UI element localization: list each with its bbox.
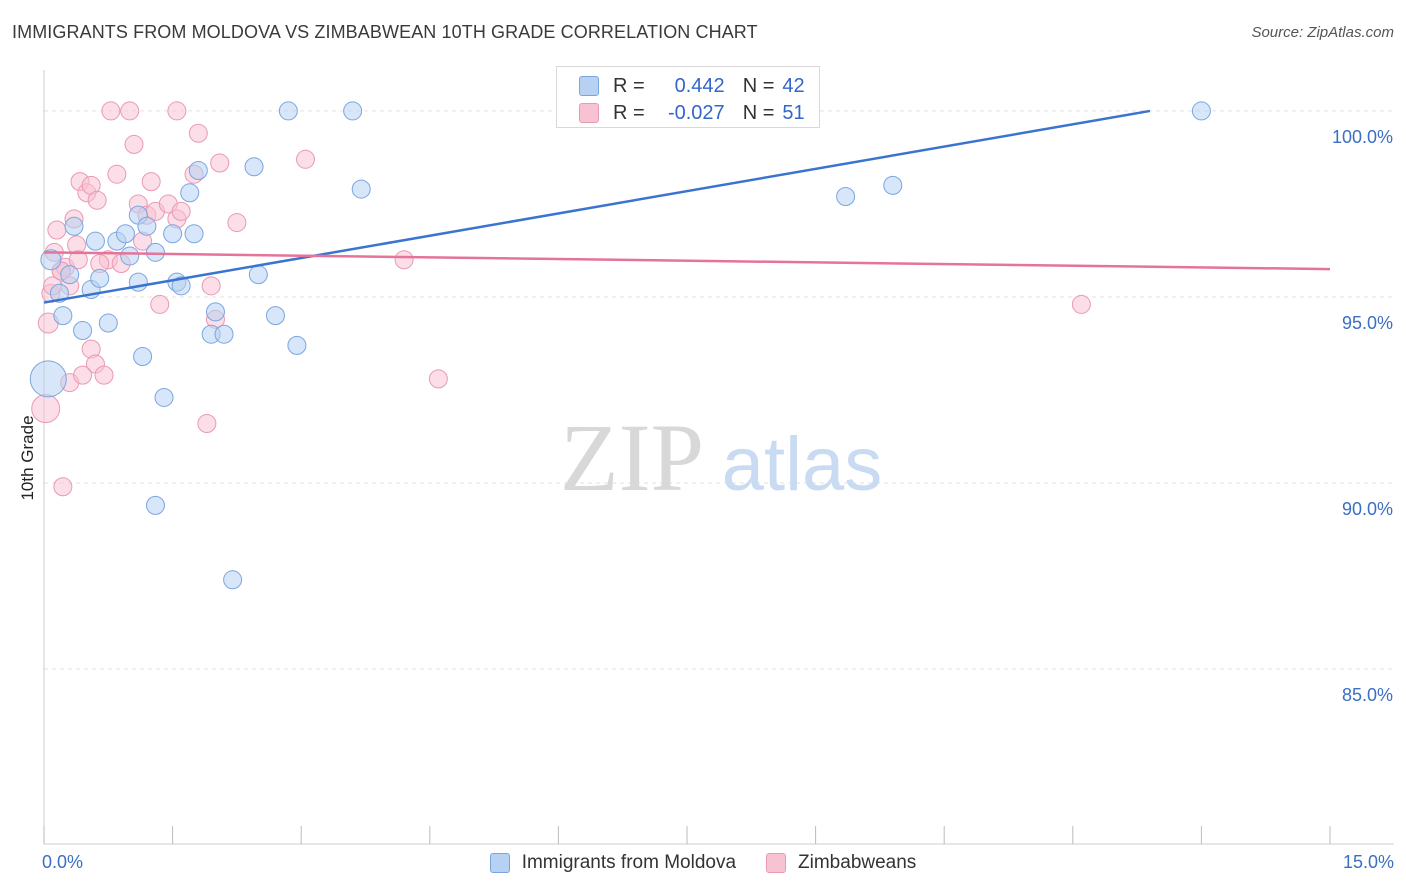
- data-point: [167, 101, 187, 121]
- data-point: [248, 265, 268, 285]
- data-point: [137, 216, 157, 236]
- series-legend: Immigrants from Moldova Zimbabweans: [0, 852, 1406, 874]
- r-label: R =: [613, 74, 645, 97]
- data-point: [60, 265, 80, 285]
- data-point: [197, 414, 217, 434]
- source-label: Source: ZipAtlas.com: [1251, 24, 1394, 41]
- n-value: 42: [782, 74, 805, 97]
- data-point: [1071, 294, 1091, 314]
- data-point: [150, 294, 170, 314]
- data-point: [201, 276, 221, 296]
- data-point: [107, 164, 127, 184]
- trend-line-zimbabweans: [43, 251, 1331, 271]
- data-point: [188, 160, 208, 180]
- data-point: [87, 190, 107, 210]
- axes: [43, 70, 1394, 845]
- data-point: [171, 201, 191, 221]
- watermark-zip: ZIP: [560, 404, 704, 511]
- trend-line-moldova: [43, 109, 1151, 304]
- data-point: [205, 302, 225, 322]
- data-point: [154, 387, 174, 407]
- watermark-atlas: atlas: [722, 422, 883, 507]
- watermark: ZIP atlas: [560, 404, 882, 511]
- r-label: R =: [613, 101, 645, 124]
- data-point: [214, 324, 234, 344]
- data-point: [295, 149, 315, 169]
- data-point: [227, 213, 247, 233]
- data-point: [394, 250, 414, 270]
- data-point: [73, 320, 93, 340]
- data-point: [351, 179, 371, 199]
- stats-legend: R = 0.442 N = 42 R = -0.027 N = 51: [556, 66, 820, 128]
- data-point: [49, 283, 69, 303]
- y-tick-labels: 85.0% 90.0% 95.0% 100.0%: [1332, 127, 1393, 705]
- data-point: [47, 220, 67, 240]
- y-tick-label: 95.0%: [1342, 313, 1393, 333]
- data-point: [883, 175, 903, 195]
- chart-title: IMMIGRANTS FROM MOLDOVA VS ZIMBABWEAN 10…: [12, 22, 758, 42]
- pink-swatch: [579, 103, 599, 123]
- y-axis-title: 10th Grade: [18, 415, 37, 501]
- trend-lines: [43, 109, 1331, 304]
- data-point: [101, 101, 121, 121]
- data-point: [343, 101, 363, 121]
- data-point: [244, 157, 264, 177]
- series-moldova: [29, 101, 1211, 590]
- data-point: [210, 153, 230, 173]
- series-zimbabweans: [31, 101, 1091, 497]
- y-tick-label: 90.0%: [1342, 499, 1393, 519]
- data-point: [90, 268, 110, 288]
- x-max-label: 15.0%: [1342, 852, 1394, 872]
- data-point: [145, 242, 165, 262]
- grid-lines: [44, 110, 1394, 670]
- legend-label: Immigrants from Moldova: [521, 852, 737, 873]
- data-point: [120, 101, 140, 121]
- data-point: [53, 477, 73, 497]
- blue-swatch: [489, 853, 510, 873]
- n-label: N =: [742, 74, 775, 97]
- data-point: [278, 101, 298, 121]
- data-point: [53, 306, 73, 326]
- data-point: [265, 306, 285, 326]
- data-point: [120, 246, 140, 266]
- data-point: [223, 570, 243, 590]
- r-value: -0.027: [667, 101, 725, 124]
- data-point: [188, 123, 208, 143]
- legend-label: Zimbabweans: [798, 852, 917, 873]
- data-point: [94, 365, 114, 385]
- stats-row-moldova: R = 0.442 N = 42: [579, 73, 805, 99]
- data-point: [64, 216, 84, 236]
- blue-swatch: [579, 76, 599, 96]
- data-point: [85, 231, 105, 251]
- data-point: [287, 335, 307, 355]
- y-tick-label: 85.0%: [1342, 685, 1393, 705]
- data-point: [180, 183, 200, 203]
- legend-item-zimbabweans: Zimbabweans: [766, 852, 916, 874]
- y-tick-label: 100.0%: [1332, 127, 1393, 147]
- data-point: [40, 249, 62, 271]
- data-point: [145, 495, 165, 515]
- r-value: 0.442: [674, 74, 725, 97]
- legend-item-moldova: Immigrants from Moldova: [489, 852, 737, 874]
- data-point: [836, 187, 856, 207]
- data-point: [141, 172, 161, 192]
- data-point: [171, 276, 191, 296]
- data-point: [124, 134, 144, 154]
- data-point: [428, 369, 448, 389]
- x-min-label: 0.0%: [42, 852, 84, 872]
- data-point: [98, 313, 118, 333]
- data-point: [115, 224, 135, 244]
- n-value: 51: [782, 101, 805, 124]
- data-point: [68, 250, 88, 270]
- data-point: [73, 365, 93, 385]
- pink-swatch: [766, 853, 787, 873]
- data-point: [184, 224, 204, 244]
- stats-row-zimbabweans: R = -0.027 N = 51: [579, 100, 805, 126]
- data-point: [163, 224, 183, 244]
- n-label: N =: [742, 101, 775, 124]
- data-point: [1191, 101, 1211, 121]
- data-point: [133, 347, 153, 367]
- data-point: [29, 360, 67, 398]
